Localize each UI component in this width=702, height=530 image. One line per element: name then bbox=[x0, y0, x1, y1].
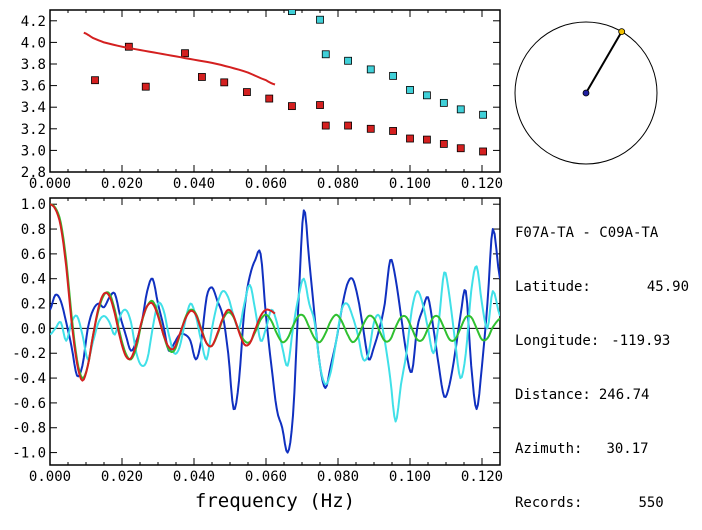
y-tick-label: -0.4 bbox=[12, 371, 46, 387]
y-tick-label: 3.6 bbox=[21, 79, 46, 95]
plot-area bbox=[83, 10, 487, 156]
data-point bbox=[265, 94, 274, 103]
data-point bbox=[344, 121, 352, 130]
distance-value: 246.74 bbox=[598, 387, 650, 403]
x-tick-label: 0.040 bbox=[173, 469, 215, 485]
dial-center bbox=[582, 89, 590, 97]
data-point bbox=[181, 49, 189, 58]
data-point bbox=[288, 102, 296, 111]
y-tick-label: -1.0 bbox=[12, 446, 46, 462]
y-tick-label: -0.6 bbox=[12, 396, 46, 412]
data-point bbox=[406, 86, 414, 94]
y-tick-label: -0.8 bbox=[12, 421, 46, 437]
y-tick-label: 0.4 bbox=[21, 272, 46, 288]
data-point bbox=[389, 71, 397, 80]
y-tick-label: 4.2 bbox=[21, 14, 46, 30]
distance-label: Distance: bbox=[515, 387, 591, 403]
data-point bbox=[479, 110, 487, 119]
x-tick-label: 0.120 bbox=[461, 176, 503, 192]
azimuth-label: Azimuth: bbox=[515, 441, 583, 457]
y-tick-label: 3.8 bbox=[21, 57, 46, 73]
data-point bbox=[439, 140, 448, 148]
series-line-2 bbox=[83, 31, 276, 86]
x-axis-label: frequency (Hz) bbox=[195, 490, 355, 512]
azimuth-value: 30.17 bbox=[606, 441, 649, 457]
y-tick-label: 0.2 bbox=[21, 297, 46, 313]
x-tick-label: 0.020 bbox=[101, 469, 143, 485]
plot-area bbox=[50, 203, 500, 454]
azimuth-row: Azimuth: 30.17 bbox=[515, 440, 689, 458]
data-point bbox=[423, 91, 431, 100]
azimuth-needle bbox=[585, 31, 623, 94]
data-point bbox=[366, 124, 375, 133]
station-info-panel: F07A-TA - C09A-TA Latitude: 45.90 Longitu… bbox=[515, 188, 689, 530]
x-tick-label: 0.000 bbox=[29, 469, 71, 485]
plot-frame bbox=[49, 9, 501, 173]
longitude-label: Longitude: bbox=[515, 333, 600, 349]
phase-velocity-chart: 0.000 0.020 0.040 0.060 0.080 0.100 0.120 2.8 3.… bbox=[21, 9, 503, 192]
y-tick-label: 1.0 bbox=[21, 197, 46, 213]
data-point bbox=[243, 88, 251, 96]
latitude-row: Latitude: 45.90 bbox=[515, 278, 689, 296]
data-point bbox=[389, 127, 397, 135]
data-point bbox=[479, 147, 487, 156]
series-line-3 bbox=[50, 203, 276, 382]
records-value: 550 bbox=[638, 495, 664, 511]
x-tick-label: 0.040 bbox=[173, 176, 215, 192]
data-point bbox=[91, 76, 99, 85]
x-tick-label: 0.060 bbox=[245, 176, 287, 192]
data-point bbox=[456, 144, 465, 153]
x-tick-label: 0.020 bbox=[101, 176, 143, 192]
data-point bbox=[321, 121, 330, 130]
x-tick-label: 0.080 bbox=[317, 176, 359, 192]
data-point bbox=[198, 73, 206, 81]
data-point bbox=[316, 101, 324, 109]
y-tick-label: 3.0 bbox=[21, 143, 46, 159]
data-point bbox=[321, 50, 330, 59]
data-point bbox=[220, 78, 229, 87]
latitude-label: Latitude: bbox=[515, 279, 591, 295]
data-point bbox=[288, 10, 296, 15]
x-tick-label: 0.080 bbox=[317, 469, 359, 485]
data-point bbox=[439, 98, 448, 107]
plot-frame bbox=[49, 197, 501, 466]
longitude-row: Longitude: -119.93 bbox=[515, 332, 689, 350]
distance-row: Distance: 246.74 bbox=[515, 386, 689, 404]
y-tick-label: 0.0 bbox=[21, 321, 46, 337]
y-tick-label: 3.2 bbox=[21, 122, 46, 138]
records-label: Records: bbox=[515, 495, 583, 511]
data-point bbox=[366, 65, 375, 74]
x-tick-label: 0.120 bbox=[461, 469, 503, 485]
y-tick-label: 3.4 bbox=[21, 100, 46, 116]
data-point bbox=[406, 134, 414, 143]
data-point bbox=[316, 15, 324, 24]
latitude-value: 45.90 bbox=[646, 279, 690, 295]
data-point bbox=[456, 105, 465, 114]
coherence-chart: 0.000 0.020 0.040 0.060 0.080 0.100 0.120 1.0 0.… bbox=[12, 197, 503, 512]
records-row: Records: 550 bbox=[515, 494, 689, 512]
data-point bbox=[423, 135, 431, 144]
data-point bbox=[141, 82, 150, 91]
y-tick-label: -0.2 bbox=[12, 346, 46, 362]
x-tick-label: 0.060 bbox=[245, 469, 287, 485]
y-tick-label: 0.8 bbox=[21, 222, 46, 238]
x-tick-label: 0.100 bbox=[389, 176, 431, 192]
azimuth-dial bbox=[514, 21, 658, 165]
y-tick-label: 0.6 bbox=[21, 247, 46, 263]
station-pair: F07A-TA - C09A-TA bbox=[515, 225, 659, 241]
needle-tip bbox=[618, 28, 626, 36]
x-tick-label: 0.100 bbox=[389, 469, 431, 485]
longitude-value: -119.93 bbox=[611, 333, 671, 349]
y-tick-label: 2.8 bbox=[21, 165, 46, 181]
dial-circle bbox=[514, 21, 658, 165]
x-tick-label: 0.000 bbox=[29, 176, 71, 192]
y-tick-label: 4.0 bbox=[21, 35, 46, 51]
data-point bbox=[344, 56, 352, 65]
